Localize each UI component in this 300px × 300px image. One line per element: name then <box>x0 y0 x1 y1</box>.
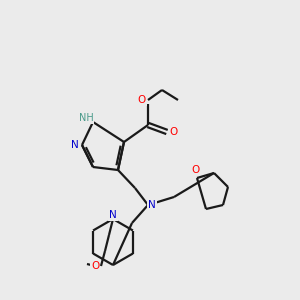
Text: NH: NH <box>79 113 93 123</box>
Text: N: N <box>109 210 117 220</box>
Text: O: O <box>191 165 199 175</box>
Text: O: O <box>138 95 146 105</box>
Text: O: O <box>91 261 99 271</box>
Text: N: N <box>148 200 156 210</box>
Text: O: O <box>169 127 177 137</box>
Text: N: N <box>71 140 79 150</box>
